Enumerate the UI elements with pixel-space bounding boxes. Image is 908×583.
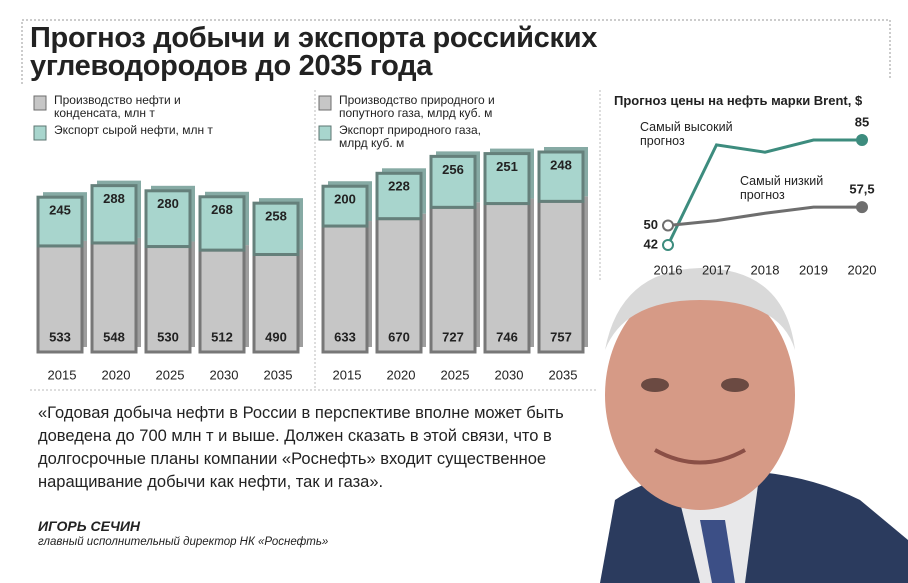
data-label: 42: [644, 236, 658, 251]
x-tick-label: 2020: [387, 367, 416, 382]
title: Прогноз добычи и экспорта российских угл…: [30, 22, 598, 82]
x-tick-label: 2019: [799, 262, 828, 277]
portrait: [600, 268, 908, 583]
bar-segment: [483, 152, 531, 206]
data-label: 85: [855, 114, 869, 129]
x-tick-label: 2035: [549, 367, 578, 382]
x-tick-label: 2030: [210, 367, 239, 382]
value-label: 670: [388, 329, 410, 344]
legend-label: Экспорт природного газа, млрд куб. м: [339, 123, 481, 150]
value-label: 288: [103, 191, 125, 206]
line-point: [856, 134, 868, 146]
bar-segment: [375, 171, 423, 221]
value-label: 258: [265, 209, 287, 224]
value-label: 633: [334, 329, 356, 344]
x-tick-label: 2030: [495, 367, 524, 382]
legend-swatch: [318, 125, 332, 141]
line-point: [662, 239, 674, 251]
bar-segment: [90, 241, 138, 354]
x-tick-label: 2015: [333, 367, 362, 382]
value-label: 746: [496, 329, 518, 344]
legend-swatch: [318, 95, 332, 111]
value-label: 530: [157, 329, 179, 344]
value-label: 245: [49, 203, 71, 218]
author-name: ИГОРЬ СЕЧИН: [38, 518, 141, 534]
bar-segment: [321, 224, 369, 354]
bar-segment: [429, 154, 477, 209]
bar-segment: [144, 189, 192, 249]
line-series: [667, 205, 862, 227]
x-tick-label: 2017: [702, 262, 731, 277]
bar-segment: [537, 150, 585, 203]
bar-segment: [90, 184, 138, 245]
data-label: 57,5: [849, 182, 874, 197]
value-label: 248: [550, 157, 572, 172]
x-tick-label: 2020: [848, 262, 877, 277]
legend-swatch: [33, 95, 47, 111]
value-label: 268: [211, 202, 233, 217]
legend-label: Производство природного и попутного газа…: [339, 93, 495, 120]
line-point: [856, 201, 868, 214]
x-tick-label: 2020: [102, 367, 131, 382]
value-label: 548: [103, 329, 125, 344]
value-label: 533: [49, 329, 71, 344]
bar-segment: [144, 245, 192, 354]
series-label: Самый высокий прогноз: [640, 120, 733, 148]
legend-label: Производство нефти и конденсата, млн т: [54, 93, 181, 120]
value-label: 228: [388, 179, 410, 194]
legend-swatch: [33, 125, 47, 141]
line-point: [662, 219, 674, 232]
bar-segment: [252, 201, 300, 256]
value-label: 280: [157, 196, 179, 211]
x-tick-label: 2025: [441, 367, 470, 382]
bar-segment: [483, 202, 531, 354]
bar-segment: [321, 184, 369, 228]
x-tick-label: 2025: [156, 367, 185, 382]
value-label: 251: [496, 159, 518, 174]
bar-segment: [36, 195, 84, 248]
x-tick-label: 2015: [48, 367, 77, 382]
value-label: 727: [442, 329, 464, 344]
bar-segment: [537, 199, 585, 354]
value-label: 200: [334, 192, 356, 207]
x-tick-label: 2035: [264, 367, 293, 382]
data-label: 50: [644, 217, 658, 232]
x-tick-label: 2016: [654, 262, 683, 277]
value-label: 256: [442, 162, 464, 177]
x-tick-label: 2018: [751, 262, 780, 277]
line-series: [666, 138, 862, 246]
series-label: Самый низкий прогноз: [740, 174, 824, 202]
value-label: 512: [211, 329, 233, 344]
value-label: 757: [550, 329, 572, 344]
line-chart-title: Прогноз цены на нефть марки Brent, $: [614, 93, 863, 108]
quote: «Годовая добыча нефти в России в перспек…: [38, 404, 564, 491]
legend-label: Экспорт сырой нефти, млн т: [54, 123, 213, 137]
value-label: 490: [265, 329, 287, 344]
author-role: главный исполнительный директор НК «Росн…: [38, 536, 329, 548]
bar-segment: [198, 195, 246, 252]
